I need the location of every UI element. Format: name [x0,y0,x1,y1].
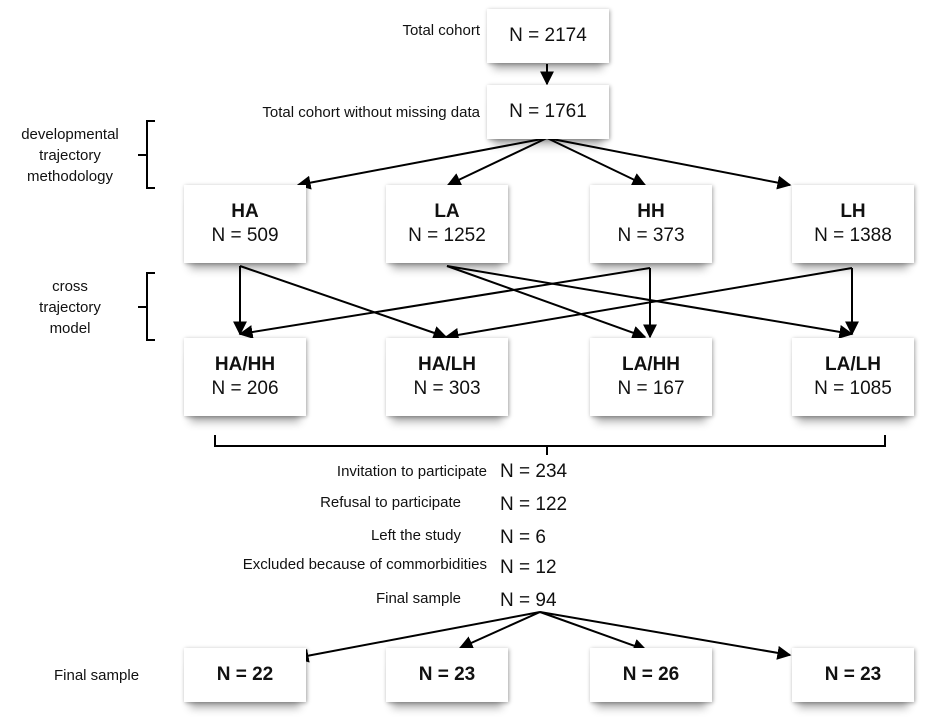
trajectory-name: HA [231,201,259,222]
cross-group-n: N = 303 [413,378,481,399]
cross-groups-brace [214,435,886,447]
final-group-box: N = 26 [590,648,712,702]
cross-group-name: HA/HH [214,354,276,375]
bracket-line: trajectory [39,299,101,316]
cross-group-name: LA/LH [825,354,881,375]
step-n: N = 94 [500,590,557,611]
final-group-box: N = 23 [386,648,508,702]
trajectory-name: LH [840,201,866,222]
cross-group-n: N = 206 [211,378,279,399]
arrow-to-la [446,137,548,186]
step-label: Invitation to participate [336,463,487,480]
bracket-line: cross [52,278,88,295]
developmental-bracket-text: developmental trajectory methodology [4,124,136,187]
cross-group-name: LA/HH [621,354,681,375]
trajectory-box-la: LA N = 1252 [386,185,508,263]
arrow-ha-to-halh [239,265,448,340]
step-n: N = 122 [500,494,568,515]
cross-group-box-ha-lh: HA/LH N = 303 [386,338,508,416]
no-missing-label: Total cohort without missing data [262,104,480,121]
arrow-to-hh [546,137,647,186]
trajectory-box-lh: LH N = 1388 [792,185,914,263]
step-label: Excluded because of commorbidities [242,556,487,573]
step-label: Left the study [370,527,461,544]
cross-group-n: N = 167 [617,378,685,399]
total-cohort-label: Total cohort [402,22,480,39]
trajectory-box-ha: HA N = 509 [184,185,306,263]
final-group-n: N = 22 [216,664,274,685]
step-n: N = 234 [500,461,568,482]
final-group-n: N = 26 [622,664,680,685]
arrow-to-lh [546,137,792,190]
trajectory-box-hh: HH N = 373 [590,185,712,263]
arrow-to-final-1 [294,611,541,663]
trajectory-n: N = 509 [211,225,279,246]
final-group-box: N = 23 [792,648,914,702]
arrow-to-final-2 [458,611,541,650]
arrow-hh-to-hahh [238,267,651,339]
arrow-la-to-lahh [446,265,647,340]
step-n: N = 12 [500,557,557,578]
no-missing-box: N = 1761 [487,85,609,139]
arrow-to-final-3 [539,611,648,653]
bracket-line: trajectory [39,147,101,164]
cross-group-box-la-hh: LA/HH N = 167 [590,338,712,416]
bracket-line: methodology [27,168,113,185]
bracket-line: developmental [21,126,119,143]
bracket-developmental [138,120,155,189]
cross-group-box-ha-hh: HA/HH N = 206 [184,338,306,416]
step-label: Refusal to participate [320,494,461,511]
final-group-n: N = 23 [824,664,882,685]
total-cohort-n: N = 2174 [509,25,587,46]
step-n: N = 6 [500,527,546,548]
cross-group-name: HA/LH [417,354,477,375]
total-cohort-box: N = 2174 [487,9,609,63]
cross-bracket-text: cross trajectory model [4,276,136,339]
cross-group-box-la-lh: LA/LH N = 1085 [792,338,914,416]
arrow-to-ha [296,137,548,190]
cross-group-n: N = 1085 [814,378,892,399]
arrow-lh-to-halh [444,267,853,342]
trajectory-n: N = 373 [617,225,685,246]
trajectory-name: HH [637,201,665,222]
trajectory-name: LA [434,201,460,222]
final-sample-label: Final sample [54,667,140,684]
bracket-line: model [49,320,91,337]
trajectory-n: N = 1252 [408,225,486,246]
no-missing-n: N = 1761 [509,101,587,122]
trajectory-n: N = 1388 [814,225,892,246]
arrow-to-final-4 [539,611,792,660]
final-group-n: N = 23 [418,664,476,685]
final-group-box: N = 22 [184,648,306,702]
step-label: Final sample [375,590,461,607]
bracket-cross [138,272,155,341]
